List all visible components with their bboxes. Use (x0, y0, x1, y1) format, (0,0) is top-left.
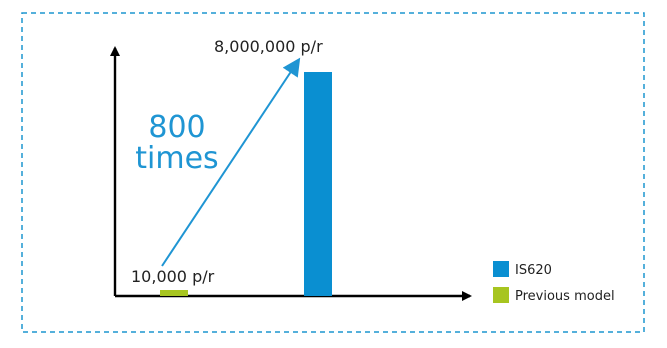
data-label-previous-model: 10,000 p/r (131, 267, 215, 286)
legend-swatch-previous-model (493, 287, 509, 303)
chart-frame (21, 12, 645, 333)
growth-arrow (161, 57, 301, 267)
legend-label-previous-model: Previous model (515, 289, 615, 304)
legend-label-is620: IS620 (515, 263, 552, 278)
legend-swatch-is620 (493, 261, 509, 277)
bar-previous-model (160, 290, 188, 296)
legend: IS620 Previous model (493, 261, 615, 304)
annotation-line-1: 800 (148, 110, 205, 145)
bar-is620 (304, 72, 332, 296)
annotation-line-2: times (135, 141, 218, 176)
annotation-group: 800 times (135, 57, 301, 267)
data-labels-group: 10,000 p/r 8,000,000 p/r (131, 37, 323, 286)
bars-group (160, 72, 332, 296)
data-label-is620: 8,000,000 p/r (214, 37, 323, 56)
